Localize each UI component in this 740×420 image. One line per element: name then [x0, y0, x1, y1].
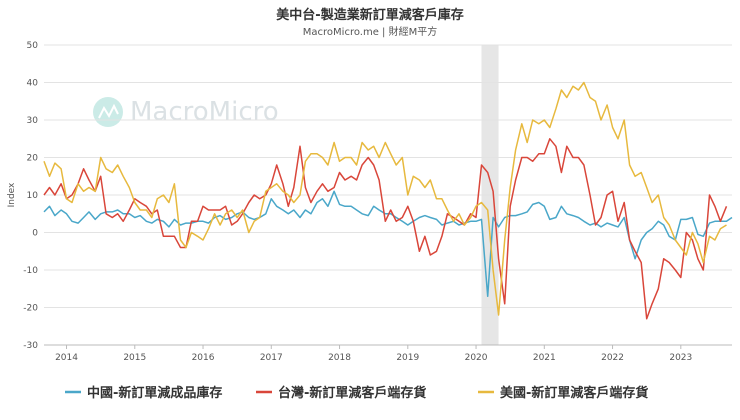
y-tick-label: 0	[32, 229, 38, 239]
chart-subtitle: MacroMicro.me | 財經M平方	[303, 25, 437, 38]
y-axis-label: Index	[7, 182, 17, 207]
y-tick-label: 20	[27, 154, 39, 164]
legend-label: 美國-新訂單減客戶端存貨	[500, 385, 648, 401]
chart-title: 美中台-製造業新訂單減客戶庫存	[276, 7, 463, 23]
x-tick-label: 2021	[533, 353, 556, 363]
y-tick-label: 10	[27, 191, 39, 201]
macromicro-logo-icon	[93, 97, 123, 127]
x-tick-label: 2022	[601, 353, 624, 363]
x-tick-label: 2016	[192, 353, 215, 363]
x-axis-ticks: 2014 2015 2016 2017 2018 2019 2020 2021 2022 2023	[44, 344, 732, 363]
y-tick-label: 50	[27, 41, 39, 51]
y-tick-label: -30	[23, 341, 38, 351]
x-tick-label: 2014	[55, 353, 78, 363]
x-tick-label: 2017	[260, 353, 283, 363]
logo-circle	[93, 97, 123, 127]
grid-lines	[44, 44, 732, 346]
watermark-text: MacroMicro	[130, 97, 279, 127]
logo-zigzag	[98, 103, 119, 119]
series-line-2	[43, 138, 728, 320]
x-tick-label: 2019	[396, 353, 419, 363]
series-line-3	[43, 81, 727, 316]
series-line-1	[43, 190, 733, 298]
y-tick-label: 30	[27, 116, 39, 126]
x-tick-label: 2023	[669, 353, 692, 363]
series-lines	[43, 81, 733, 320]
y-tick-label: -20	[23, 304, 38, 314]
legend-label: 台灣-新訂單減客戶端存貨	[278, 385, 426, 401]
legend: 中國-新訂單減成品庫存 台灣-新訂單減客戶端存貨 美國-新訂單減客戶端存貨	[65, 385, 648, 401]
x-tick-label: 2015	[123, 353, 146, 363]
y-tick-label: 40	[27, 79, 39, 89]
x-tick-label: 2018	[328, 353, 351, 363]
x-tick-label: 2020	[465, 353, 488, 363]
y-axis-ticks: 50 40 30 20 10 0 -10 -20 -30	[23, 41, 38, 351]
legend-label: 中國-新訂單減成品庫存	[87, 385, 222, 401]
y-tick-label: -10	[23, 266, 38, 276]
